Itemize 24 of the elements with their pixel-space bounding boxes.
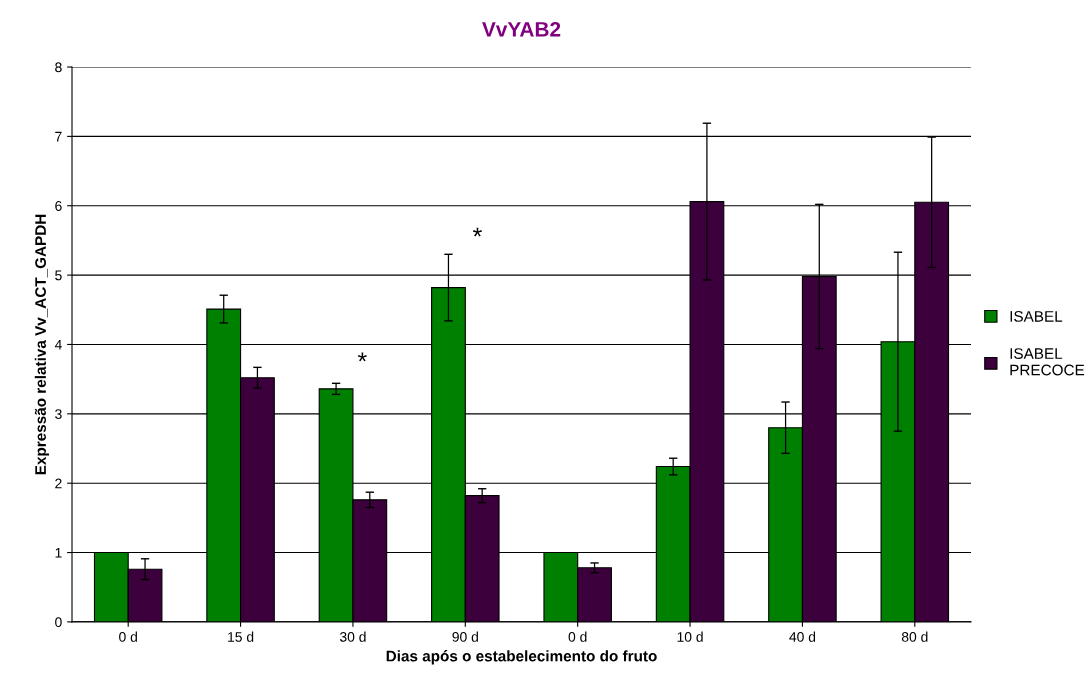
y-tick-label: 2 (55, 478, 62, 489)
y-axis-title: Expressão relativa Vv_ACT_GAPDH (34, 214, 49, 475)
x-tick-label: 40 d (789, 631, 816, 642)
annotation: * (357, 352, 367, 362)
y-tick-label: 4 (54, 339, 62, 350)
chart-title: VvYAB2 (482, 21, 561, 37)
y-tick-label: 7 (55, 131, 62, 142)
legend-label: ISABEL PRECOCE (1010, 348, 1085, 376)
x-tick-label: 30 d (339, 631, 366, 642)
x-tick-label: 90 d (452, 631, 478, 642)
y-tick-label: 3 (55, 409, 62, 419)
y-tick-label: 6 (55, 201, 62, 211)
x-tick-label: 10 d (677, 631, 703, 642)
y-tick-label: 0 (55, 617, 62, 628)
x-tick-label: 15 d (228, 631, 254, 642)
y-tick-label: 5 (55, 270, 62, 281)
x-tick-label: 0 d (568, 631, 587, 642)
y-tick-label: 8 (55, 62, 62, 73)
annotation: * (472, 227, 482, 237)
y-tick-label: 1 (55, 548, 62, 558)
legend-label: ISABEL (1010, 310, 1063, 322)
x-axis-title: Dias após o estabelecimento do fruto (386, 650, 657, 665)
x-tick-label: 80 d (901, 631, 928, 642)
x-tick-label: 0 d (119, 631, 137, 642)
